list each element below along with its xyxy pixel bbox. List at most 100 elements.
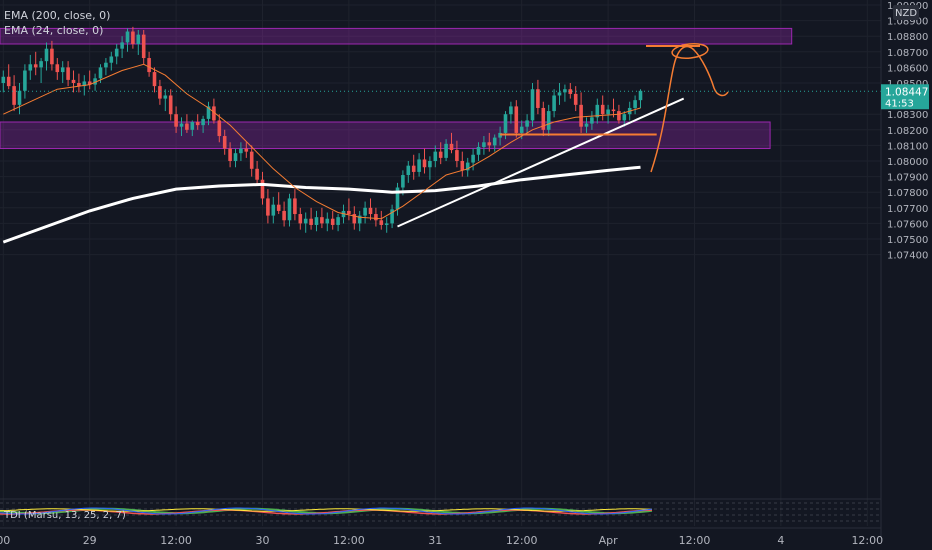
y-tick-label: 1.08100 bbox=[887, 141, 928, 152]
candle-body bbox=[82, 81, 87, 87]
candle-body bbox=[395, 187, 400, 210]
y-tick-label: 1.07700 bbox=[887, 204, 928, 215]
x-tick-label: 29 bbox=[83, 534, 97, 547]
y-tick-label: 1.08800 bbox=[887, 32, 928, 43]
candle-body bbox=[309, 218, 313, 225]
candle-body bbox=[438, 151, 443, 158]
candle-body bbox=[390, 209, 394, 224]
candle-body bbox=[206, 106, 211, 119]
candle-body bbox=[584, 123, 589, 127]
candle-body bbox=[174, 114, 178, 127]
candle-body bbox=[217, 120, 222, 137]
ema24-line bbox=[3, 63, 641, 220]
candle-body bbox=[600, 104, 605, 115]
candle-body bbox=[55, 64, 60, 73]
candle-body bbox=[201, 118, 205, 126]
candle-body bbox=[336, 217, 340, 225]
candle-body bbox=[541, 107, 546, 130]
y-tick-label: 1.07800 bbox=[887, 188, 928, 199]
x-tick-label: 12:00 bbox=[160, 534, 192, 547]
y-tick-label: 1.07900 bbox=[887, 173, 928, 184]
candle-body bbox=[433, 151, 438, 161]
x-tick-label: 12:00 bbox=[506, 534, 538, 547]
candle-body bbox=[557, 92, 562, 96]
candle-body bbox=[422, 159, 427, 168]
candle-body bbox=[131, 31, 135, 44]
candle-body bbox=[228, 148, 232, 161]
candle-body bbox=[611, 109, 616, 112]
candle-body bbox=[1, 76, 6, 83]
oscillator-label: TDI (Marsu, 13, 25, 2, 7) bbox=[3, 510, 126, 521]
candle-body bbox=[33, 64, 38, 68]
candle-body bbox=[384, 223, 389, 225]
candle-body bbox=[6, 76, 11, 87]
candle-body bbox=[60, 67, 65, 73]
currency-label: NZD bbox=[895, 8, 917, 19]
candle-body bbox=[487, 142, 492, 146]
candle-body bbox=[249, 151, 254, 169]
candle-body bbox=[266, 198, 270, 216]
candle-body bbox=[498, 132, 502, 138]
candle-body bbox=[471, 154, 475, 163]
candle-body bbox=[428, 161, 432, 168]
candle-body bbox=[244, 148, 249, 152]
candle-body bbox=[638, 90, 643, 101]
candle-body bbox=[298, 214, 303, 224]
tdi-blue-line bbox=[0, 507, 653, 515]
candle-body bbox=[147, 58, 151, 73]
candle-body bbox=[303, 218, 308, 224]
price-tag bbox=[881, 84, 929, 110]
oscillator-pane: TDI (Marsu, 13, 25, 2, 7) bbox=[0, 498, 881, 522]
candle-body bbox=[595, 104, 600, 118]
price-tag-countdown: 41:53 bbox=[885, 98, 914, 109]
y-tick-label: 1.08200 bbox=[887, 126, 928, 137]
x-tick-label: 30 bbox=[256, 534, 270, 547]
candle-body bbox=[293, 198, 297, 215]
candle-body bbox=[233, 153, 238, 161]
candle-body bbox=[606, 109, 610, 115]
y-tick-label: 1.08000 bbox=[887, 157, 928, 168]
x-tick-label: 00 bbox=[0, 534, 10, 547]
candle-body bbox=[357, 215, 362, 224]
candle-body bbox=[368, 207, 373, 215]
candle-body bbox=[179, 123, 184, 127]
candle-body bbox=[163, 95, 168, 99]
x-tick-label: 12:00 bbox=[333, 534, 365, 547]
candle-body bbox=[66, 67, 70, 80]
candle-body bbox=[282, 210, 286, 221]
candle-body bbox=[552, 95, 556, 112]
candle-body bbox=[71, 79, 76, 83]
candle-body bbox=[255, 168, 259, 180]
candle-body bbox=[525, 120, 529, 127]
candle-body bbox=[374, 214, 378, 221]
candle-body bbox=[455, 150, 459, 161]
trendline bbox=[397, 97, 685, 228]
candle-body bbox=[509, 106, 513, 115]
candle-body bbox=[44, 48, 49, 62]
candle-body bbox=[401, 175, 405, 188]
candle-body bbox=[347, 210, 351, 215]
candle-body bbox=[633, 100, 637, 108]
candle-body bbox=[460, 161, 465, 171]
candle-body bbox=[444, 143, 448, 158]
candle-body bbox=[158, 86, 162, 99]
candle-body bbox=[352, 214, 357, 224]
candle-body bbox=[320, 217, 324, 224]
candle-body bbox=[17, 90, 22, 105]
candle-body bbox=[530, 89, 535, 121]
candle-body bbox=[573, 93, 578, 105]
candle-body bbox=[109, 56, 114, 63]
candle-body bbox=[417, 159, 421, 172]
y-tick-label: 1.07600 bbox=[887, 219, 928, 230]
candle-body bbox=[546, 111, 551, 130]
candle-body bbox=[185, 123, 189, 130]
candle-body bbox=[465, 162, 470, 171]
legend-ema24[interactable]: EMA (24, close, 0) bbox=[4, 24, 104, 37]
candle-body bbox=[93, 78, 97, 85]
legend-ema200[interactable]: EMA (200, close, 0) bbox=[4, 9, 111, 22]
candle-body bbox=[330, 218, 335, 225]
candle-body bbox=[482, 142, 486, 147]
candle-body bbox=[141, 34, 146, 59]
